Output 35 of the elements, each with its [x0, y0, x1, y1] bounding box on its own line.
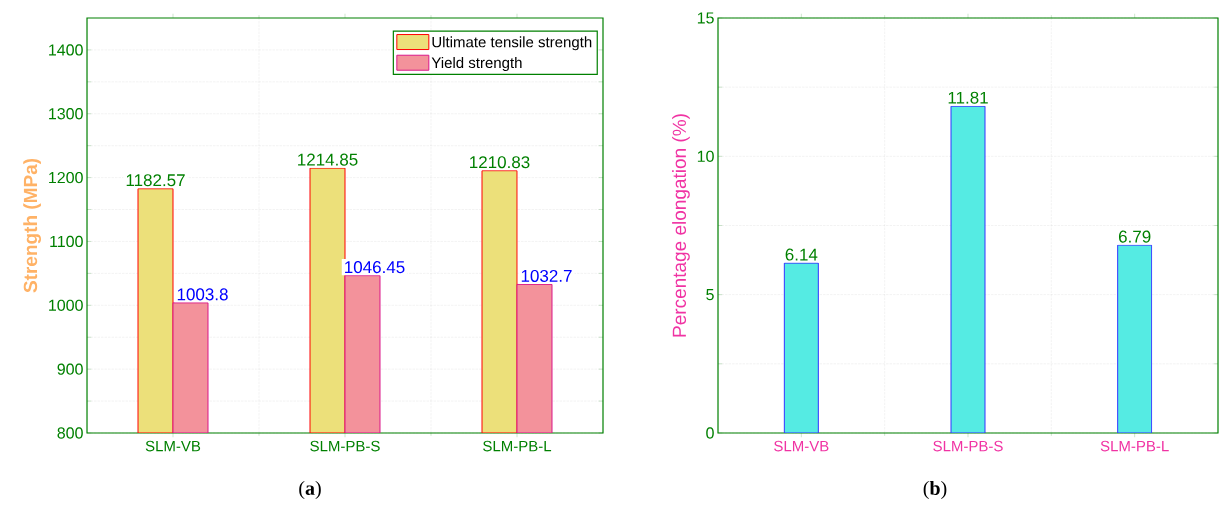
legend-label: Yield strength [431, 57, 522, 72]
y-tick-label: 900 [57, 363, 83, 375]
data-label: 1182.57 [126, 174, 185, 187]
y-axis-title: Percentage elongation (%) [672, 114, 690, 337]
y-tick-label: 1000 [49, 299, 83, 311]
y-tick-label: 5 [706, 289, 714, 301]
y-axis-title: Strength (MPa) [23, 158, 42, 293]
x-tick-label: SLM-VB [145, 440, 201, 452]
x-tick-label: SLM-PB-S [933, 440, 1003, 452]
text: (b) [923, 480, 947, 500]
y-tick-label: 1200 [49, 171, 83, 184]
y-tick-label: 15 [697, 12, 714, 24]
x-tick-label: SLM-VB [774, 440, 829, 452]
data-label: 11.81 [948, 91, 988, 104]
data-label: 6.14 [785, 248, 818, 261]
y-tick-label: 800 [57, 427, 83, 439]
bar [950, 105, 986, 433]
bar [783, 262, 819, 433]
data-label: 1210.83 [470, 156, 530, 169]
legend-label: Ultimate tensile strength [432, 36, 592, 51]
data-label: 1046.45 [345, 261, 405, 274]
data-label: 1214.85 [298, 153, 358, 166]
y-tick-label: 1300 [49, 108, 83, 120]
text: (a) [299, 480, 321, 500]
data-label: 1003.8 [177, 288, 228, 301]
y-tick-label: 0 [706, 427, 714, 439]
x-tick-label: SLM-PB-L [483, 440, 552, 452]
bar [1117, 244, 1153, 433]
y-tick-label: 1100 [50, 235, 83, 248]
y-tick-label: 10 [697, 150, 714, 162]
data-label: 6.79 [1118, 230, 1151, 243]
x-tick-label: SLM-PB-L [1100, 440, 1169, 452]
data-label: 1032.7 [521, 269, 572, 282]
x-tick-label: SLM-PB-S [310, 440, 380, 452]
y-tick-label: 1400 [49, 44, 83, 56]
